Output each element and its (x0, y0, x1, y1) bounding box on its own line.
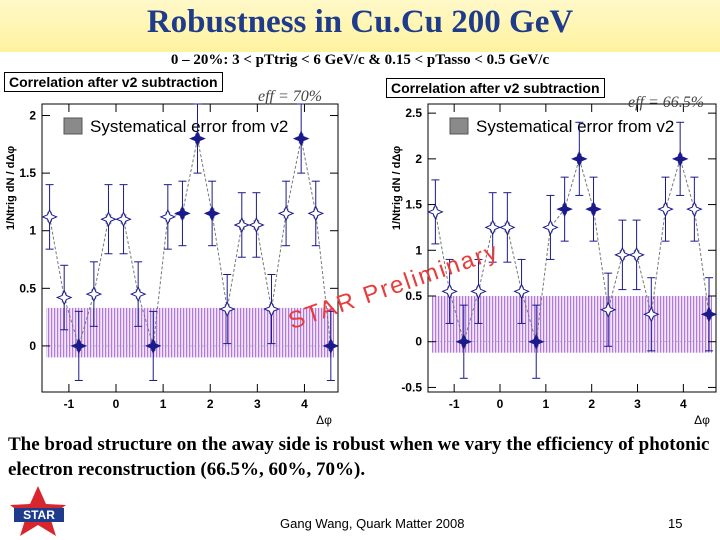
left-x-tick-label: 4 (301, 397, 308, 411)
right-data-point (470, 283, 487, 300)
left-y-axis-title: 1/Ntrig dN / dΔφ (5, 146, 17, 230)
right-x-tick-label: -1 (449, 397, 460, 411)
left-legend-swatch (63, 117, 83, 135)
page-number: 15 (668, 516, 683, 531)
right-efficiency-label: eff = 66.5% (628, 94, 705, 111)
left-data-point (307, 205, 325, 222)
right-y-tick-label: 1.5 (405, 198, 422, 212)
footer-author: Gang Wang, Quark Matter 2008 (280, 516, 465, 531)
right-y-tick-label: 2 (415, 152, 422, 166)
right-data-point (700, 306, 718, 323)
left-y-tick-label: 0 (29, 339, 36, 353)
right-data-point (484, 219, 501, 236)
left-panel-title: Correlation after v2 subtraction (4, 72, 223, 92)
right-data-point (427, 203, 444, 221)
left-data-point (292, 130, 310, 147)
right-data-point (513, 283, 530, 300)
left-y-tick-label: 0.5 (19, 281, 36, 295)
right-y-tick-label: -0.5 (401, 380, 422, 394)
right-data-point (571, 150, 588, 168)
right-data-point (599, 301, 617, 318)
right-plot-frame (427, 103, 717, 393)
title-bar (0, 0, 720, 52)
left-series-line (49, 138, 332, 348)
left-data-point (203, 205, 221, 222)
right-x-tick-label: 4 (680, 397, 687, 411)
left-x-tick-label: 2 (207, 397, 214, 411)
left-x-tick-label: -1 (64, 397, 75, 411)
left-data-point (263, 300, 280, 318)
right-data-point (686, 200, 703, 218)
right-data-point (556, 200, 573, 218)
left-data-point (100, 210, 117, 228)
right-x-axis-title: Δφ (694, 413, 710, 427)
left-data-point (277, 205, 295, 222)
left-data-point (322, 337, 340, 355)
left-y-tick-label: 2 (29, 109, 36, 123)
right-y-tick-label: 2.5 (405, 106, 422, 120)
right-panel-title: Correlation after v2 subtraction (386, 78, 605, 98)
right-x-tick-label: 1 (543, 397, 550, 411)
left-data-point (218, 300, 236, 318)
right-data-point (527, 333, 545, 350)
slide-caption: The broad structure on the away side is … (8, 434, 710, 480)
star-logo-icon: STAR (10, 486, 66, 536)
left-y-tick-label: 1.5 (19, 166, 36, 180)
left-data-point (85, 285, 103, 303)
right-y-tick-label: 1 (415, 243, 422, 257)
right-x-tick-label: 2 (588, 397, 595, 411)
left-data-point (159, 208, 177, 226)
left-data-point (115, 210, 132, 228)
right-data-point (671, 150, 689, 168)
right-y-axis-title: 1/Ntrig dN / dΔφ (391, 146, 403, 230)
left-data-point (41, 208, 58, 226)
left-y-tick-label: 1 (29, 224, 36, 238)
right-data-point (455, 333, 473, 350)
right-data-point (643, 306, 660, 323)
right-v2-band (432, 296, 712, 353)
right-data-point (499, 219, 516, 236)
right-data-point (628, 246, 645, 264)
slide-title: Robustness in Cu.Cu 200 GeV (146, 4, 574, 40)
right-x-tick-label: 0 (497, 397, 504, 411)
left-data-point (55, 289, 73, 306)
left-data-point (248, 216, 265, 234)
left-legend-label: Systematical error from v2 (90, 117, 288, 136)
right-series-line (434, 157, 710, 344)
left-efficiency-label: eff = 70% (258, 88, 323, 105)
left-data-point (174, 205, 191, 222)
logo-text: STAR (23, 508, 55, 522)
right-legend-swatch (449, 117, 469, 135)
left-plot-frame (41, 103, 339, 393)
left-data-point (129, 285, 147, 303)
left-x-tick-label: 0 (113, 397, 120, 411)
right-y-tick-label: 0.5 (405, 289, 422, 303)
left-data-point (144, 337, 162, 355)
right-data-point (441, 283, 458, 300)
right-y-tick-label: 0 (415, 335, 422, 349)
left-data-point (70, 337, 88, 355)
left-x-axis-title: Δφ (316, 413, 332, 427)
right-data-point (657, 200, 674, 218)
left-x-tick-label: 3 (254, 397, 261, 411)
left-x-tick-label: 1 (160, 397, 167, 411)
right-x-tick-label: 3 (634, 397, 641, 411)
slide-subtitle: 0 – 20%: 3 < pTtrig < 6 GeV/c & 0.15 < p… (170, 52, 550, 68)
left-data-point (233, 216, 251, 234)
right-legend-label: Systematical error from v2 (476, 117, 674, 136)
right-data-point (585, 200, 602, 218)
right-data-point (614, 246, 631, 264)
right-data-point (542, 219, 559, 236)
left-data-point (189, 130, 206, 147)
